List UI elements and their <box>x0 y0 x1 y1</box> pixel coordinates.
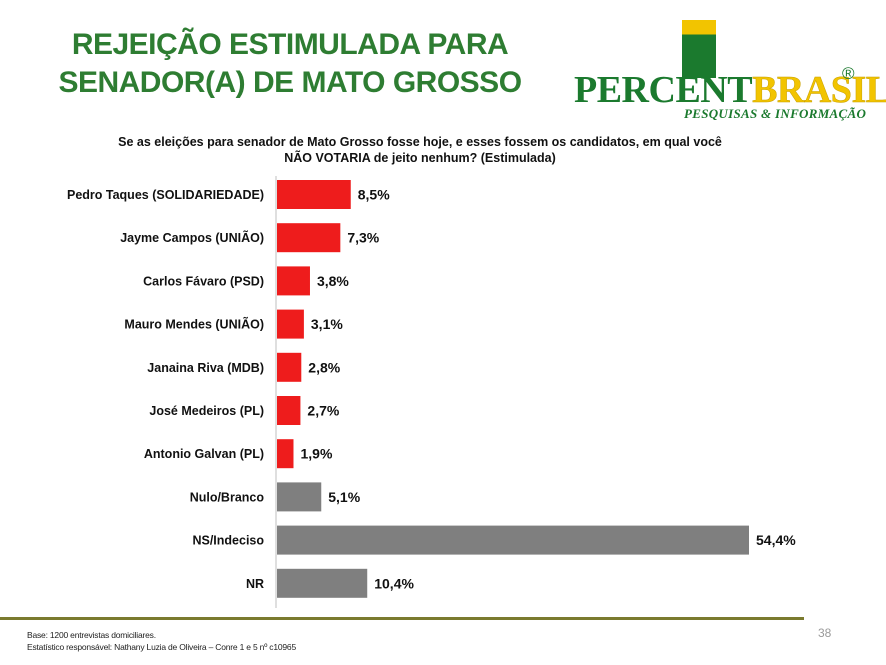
value-label-7: 1,9% <box>300 446 332 462</box>
bar-1 <box>277 180 351 209</box>
value-label-10: 10,4% <box>374 575 414 591</box>
logo-word-percent: PERCENT <box>574 69 753 111</box>
logo-flag-mark <box>682 20 716 78</box>
footer-statistician: Estatístico responsável: Nathany Luzia d… <box>27 642 296 652</box>
bar-7 <box>277 439 294 469</box>
logo-word-brasil: BRASIL <box>752 69 886 112</box>
category-label-9: NS/Indeciso <box>192 534 264 548</box>
title-line-1: REJEIÇÃO ESTIMULADA PARA <box>71 28 509 61</box>
bar-6 <box>277 396 301 425</box>
page-number: 38 <box>818 626 832 640</box>
survey-question: Se as eleições para senador de Mato Gros… <box>100 134 740 166</box>
registered-mark: ® <box>842 64 855 83</box>
value-label-8: 5,1% <box>328 489 360 505</box>
footer-notes: Base: 1200 entrevistas domiciliares. Est… <box>27 629 296 653</box>
question-line-2: NÃO VOTARIA de jeito nenhum? (Estimulada… <box>284 151 556 165</box>
footer-base: Base: 1200 entrevistas domiciliares. <box>27 630 156 640</box>
category-label-2: Jayme Campos (UNIÃO) <box>120 230 264 245</box>
bar-5 <box>277 352 302 382</box>
logo-subtitle: PESQUISAS & INFORMAÇÃO <box>684 106 867 121</box>
category-label-7: Antonio Galvan (PL) <box>144 447 264 461</box>
bar-4 <box>277 309 304 339</box>
value-label-4: 3,1% <box>311 316 343 332</box>
bar-10 <box>277 568 368 598</box>
bar-9 <box>277 525 749 555</box>
bar-3 <box>277 266 310 296</box>
value-label-9: 54,4% <box>756 532 796 548</box>
bar-8 <box>277 482 322 512</box>
value-label-3: 3,8% <box>317 273 349 289</box>
category-label-3: Carlos Fávaro (PSD) <box>143 274 264 288</box>
category-label-4: Mauro Mendes (UNIÃO) <box>124 317 264 332</box>
value-label-6: 2,7% <box>307 403 339 419</box>
category-label-10: NR <box>246 577 264 591</box>
value-label-2: 7,3% <box>347 230 379 246</box>
category-label-8: Nulo/Branco <box>190 490 265 504</box>
category-label-1: Pedro Taques (SOLIDARIEDADE) <box>67 188 264 202</box>
category-label-5: Janaina Riva (MDB) <box>147 361 264 375</box>
question-line-1: Se as eleições para senador de Mato Gros… <box>118 135 722 149</box>
footer-divider <box>0 617 804 620</box>
logo-wordmark: PERCENTBRASIL <box>574 68 886 112</box>
value-label-1: 8,5% <box>358 187 390 203</box>
page-title: REJEIÇÃO ESTIMULADA PARA SENADOR(A) DE M… <box>40 26 540 102</box>
category-label-6: José Medeiros (PL) <box>149 404 264 418</box>
bar-2 <box>277 223 341 253</box>
title-line-2: SENADOR(A) DE MATO GROSSO <box>58 66 522 99</box>
percentbrasil-logo: PERCENTBRASIL ® PESQUISAS & INFORMAÇÃO <box>574 20 886 121</box>
rejection-bar-chart: Pedro Taques (SOLIDARIEDADE) 8,5% Jayme Ca… <box>67 176 796 608</box>
value-label-5: 2,8% <box>308 359 340 375</box>
